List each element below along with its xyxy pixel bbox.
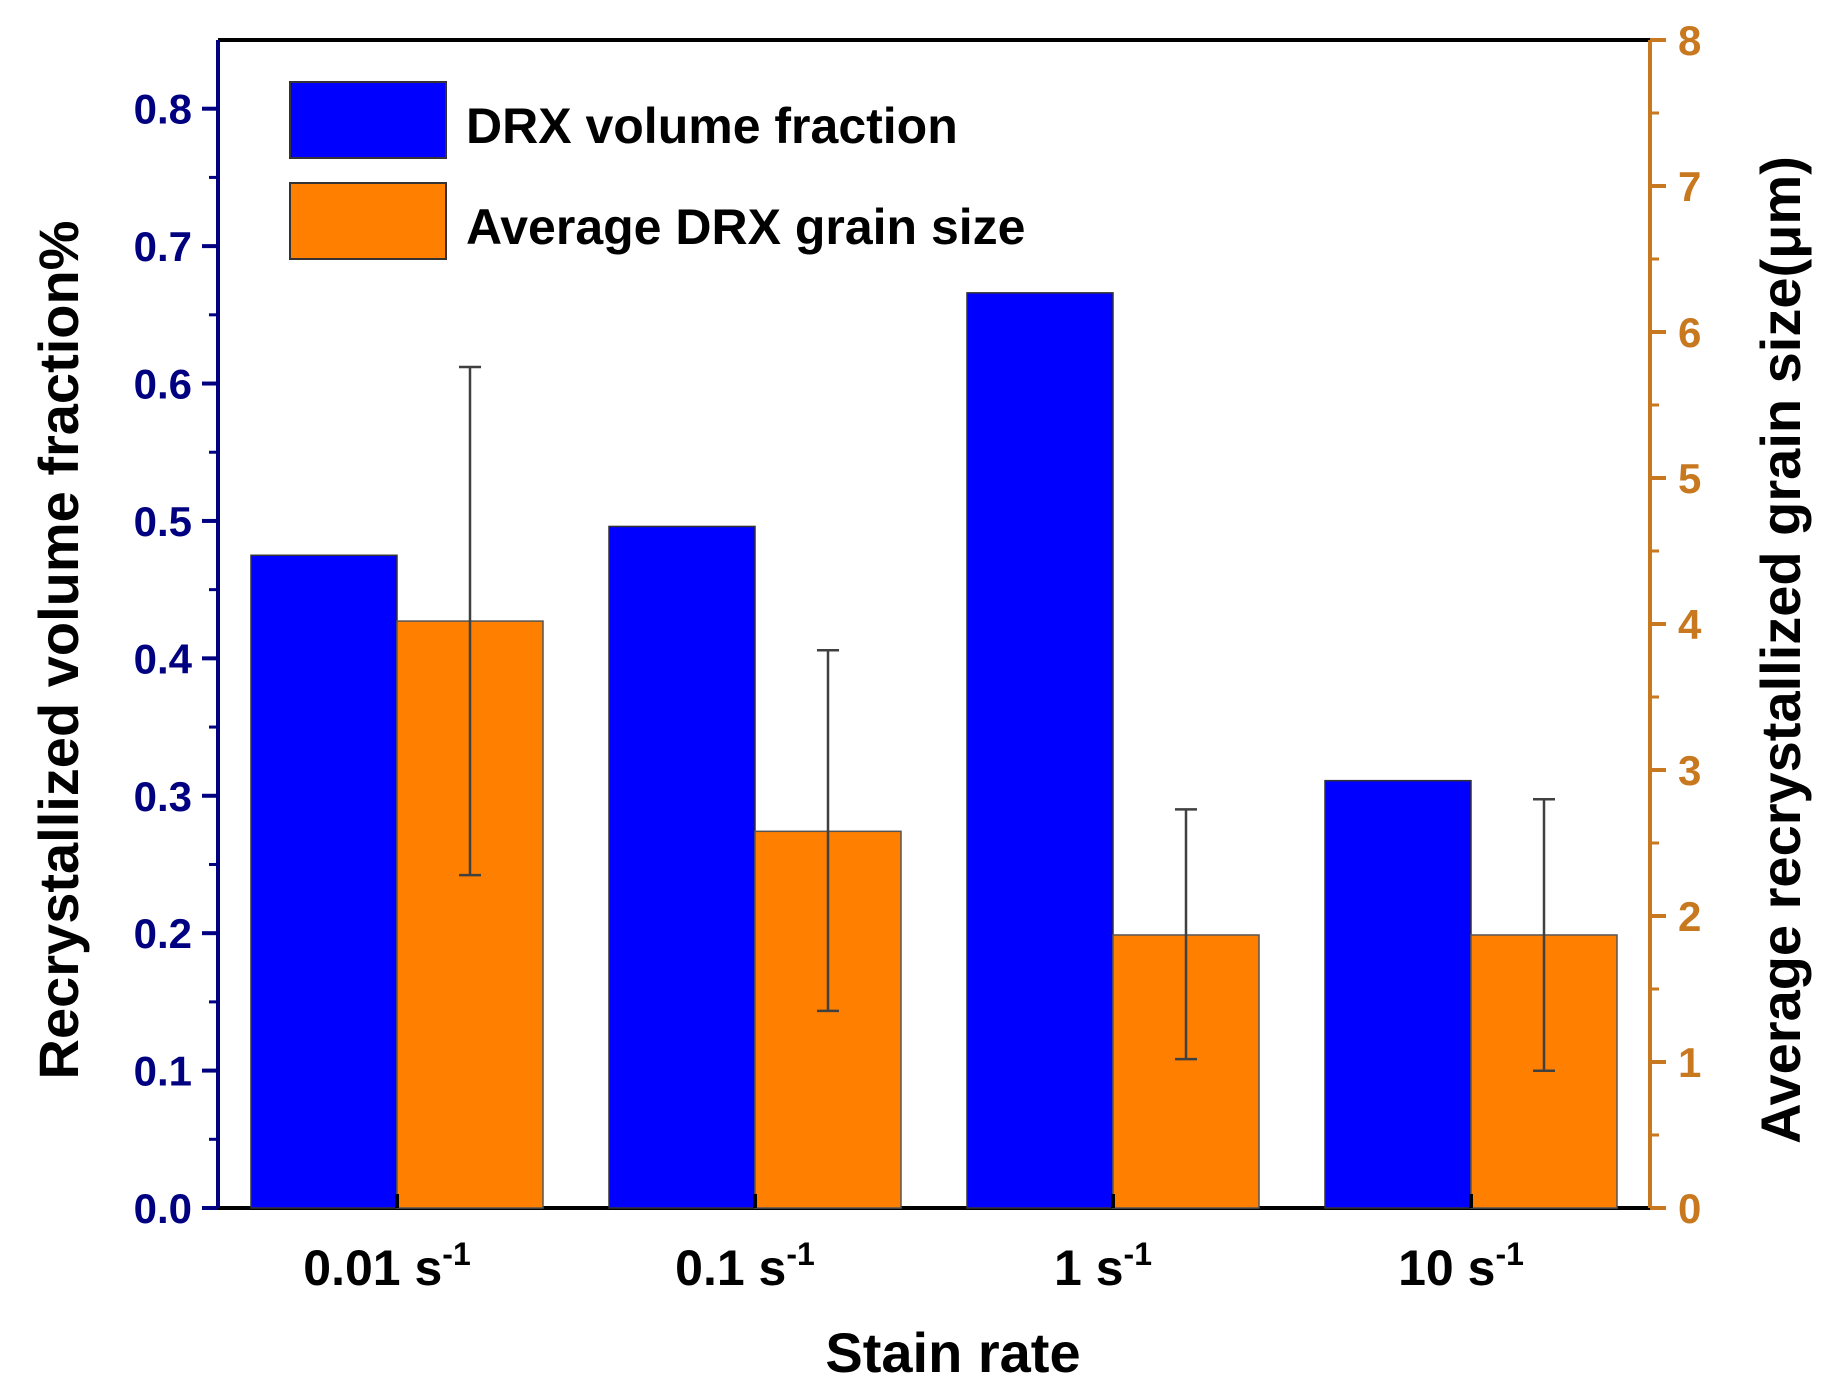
left-tick-label: 0.6: [134, 361, 192, 408]
left-axis-title: Recrystallized volume fraction%: [27, 221, 90, 1080]
x-tick-label: 0.1 s-1: [675, 1236, 815, 1296]
bar-drx-volume-fraction: [966, 292, 1114, 1209]
left-tick-label: 0.4: [134, 635, 193, 682]
left-tick-label: 0.8: [134, 86, 192, 133]
left-tick-label: 0.0: [134, 1185, 192, 1232]
bar-drx-volume-fraction: [608, 525, 756, 1209]
left-tick-label: 0.3: [134, 773, 192, 820]
right-tick-label: 3: [1678, 747, 1701, 794]
bars-layer: [250, 292, 1618, 1209]
legend-swatch-drx-volume-fraction: [289, 81, 447, 159]
errorbar-layer: [459, 365, 1555, 1073]
left-tick-label: 0.7: [134, 223, 192, 270]
left-tick-label: 0.5: [134, 498, 192, 545]
right-tick-label: 6: [1678, 309, 1701, 356]
left-tick-label: 0.2: [134, 910, 192, 957]
right-tick-label: 8: [1678, 17, 1701, 64]
legend-swatch-average-drx-grain-size: [289, 182, 447, 260]
axes-layer: 0.01 s-1 0.1 s-1 1 s-1 10 s-1 0.0 0.1 0.2 0.3 0.…: [134, 17, 1702, 1296]
right-tick-label: 7: [1678, 163, 1701, 210]
bar-drx-volume-fraction: [250, 554, 398, 1209]
right-tick-label: 5: [1678, 455, 1701, 502]
legend-label-drx-volume-fraction: DRX volume fraction: [466, 98, 958, 154]
x-tick-label: 10 s-1: [1398, 1236, 1524, 1296]
x-axis-title: Stain rate: [825, 1321, 1080, 1384]
right-tick-label: 1: [1678, 1039, 1701, 1086]
right-tick-label: 2: [1678, 893, 1701, 940]
x-tick-label: 0.01 s-1: [303, 1236, 470, 1296]
right-tick-label: 0: [1678, 1185, 1701, 1232]
left-tick-label: 0.1: [134, 1048, 192, 1095]
right-axis-title: Average recrystallized grain size(μm): [1749, 156, 1812, 1144]
right-tick-label: 4: [1678, 601, 1702, 648]
legend: DRX volume fraction Average DRX grain si…: [289, 81, 1025, 260]
legend-label-average-drx-grain-size: Average DRX grain size: [466, 199, 1025, 255]
x-tick-label: 1 s-1: [1054, 1236, 1152, 1296]
bar-drx-volume-fraction: [1324, 779, 1472, 1209]
